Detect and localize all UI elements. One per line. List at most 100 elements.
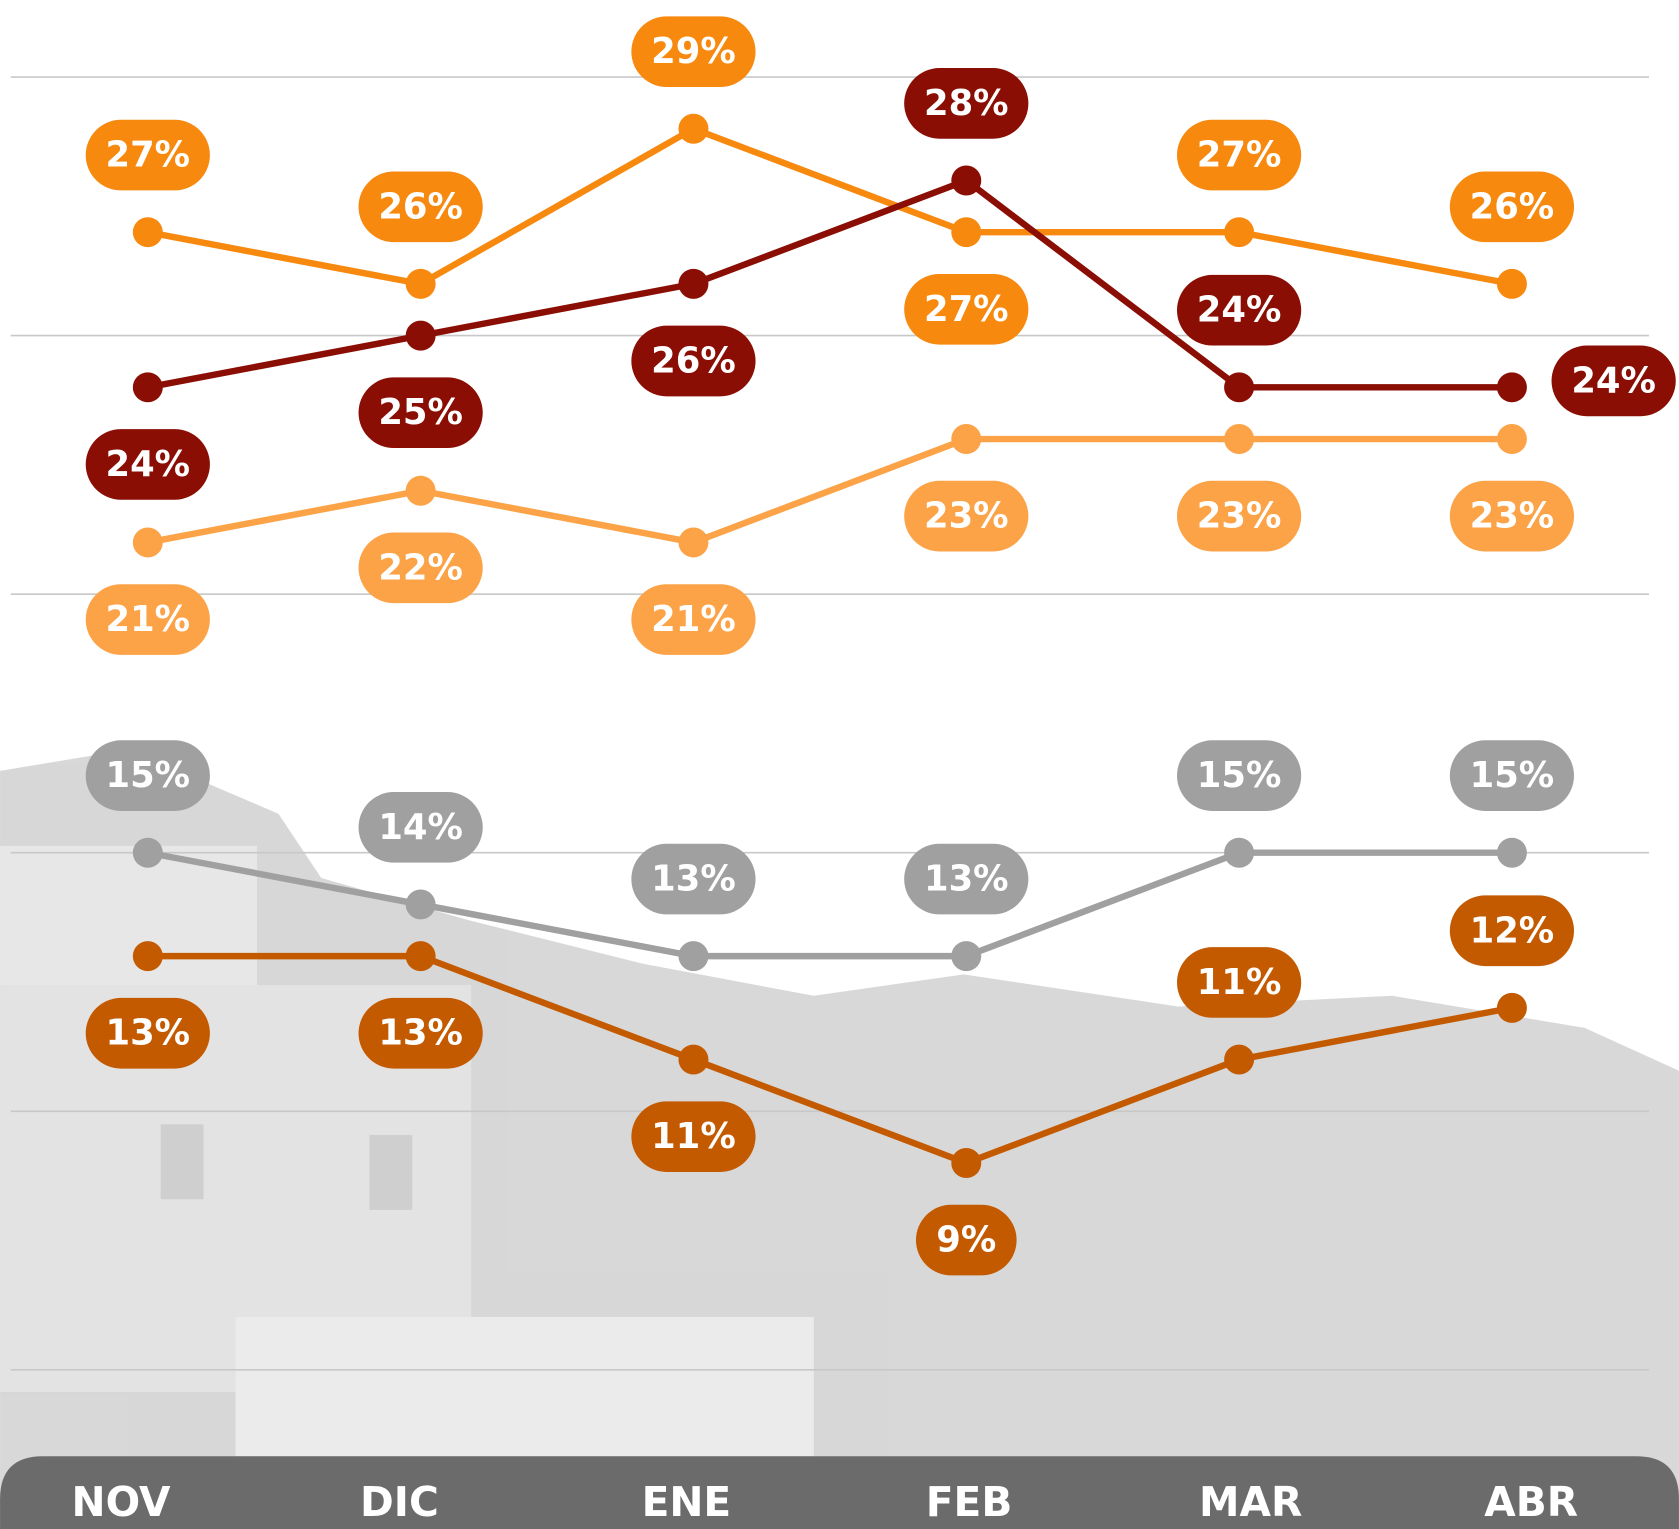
value-label: 27% bbox=[924, 289, 1009, 330]
value-label: 24% bbox=[106, 444, 191, 485]
value-label-bg bbox=[904, 480, 1029, 552]
data-point bbox=[1496, 992, 1527, 1023]
data-point bbox=[678, 941, 709, 972]
value-label-bg bbox=[915, 1204, 1017, 1276]
data-point bbox=[405, 320, 436, 351]
value-label: 27% bbox=[1197, 135, 1282, 176]
value-label-bg bbox=[1449, 171, 1575, 243]
value-label: 12% bbox=[1470, 910, 1555, 951]
data-point bbox=[1224, 1044, 1255, 1075]
x-tick-label: MAR bbox=[1199, 1478, 1302, 1526]
value-label: 25% bbox=[378, 392, 463, 433]
data-point bbox=[1224, 837, 1255, 868]
value-label: 11% bbox=[651, 1116, 736, 1157]
value-label-bg bbox=[358, 792, 483, 863]
value-label-bg bbox=[631, 325, 756, 397]
background-photo bbox=[0, 749, 1679, 1529]
category-band bbox=[0, 1456, 1679, 1529]
value-label: 23% bbox=[1470, 496, 1555, 537]
data-point bbox=[1224, 372, 1255, 403]
value-label: 27% bbox=[106, 135, 191, 176]
value-label: 29% bbox=[651, 31, 736, 72]
data-point bbox=[405, 941, 436, 972]
value-label: 22% bbox=[378, 547, 463, 588]
value-label: 13% bbox=[924, 859, 1009, 900]
value-label-bg bbox=[904, 273, 1029, 345]
data-point bbox=[405, 268, 436, 299]
data-point bbox=[132, 941, 163, 972]
data-point bbox=[951, 424, 982, 455]
value-label: 26% bbox=[651, 340, 736, 381]
data-point bbox=[132, 837, 163, 868]
value-label-bg bbox=[1176, 274, 1302, 346]
value-label: 15% bbox=[1470, 755, 1555, 796]
value-label: 23% bbox=[1197, 496, 1282, 537]
value-label: 26% bbox=[378, 186, 463, 227]
value-label-bg bbox=[85, 997, 210, 1069]
value-label: 24% bbox=[1197, 290, 1282, 331]
series-line bbox=[147, 125, 1513, 288]
value-label-bg bbox=[358, 377, 483, 449]
value-label-bg bbox=[358, 532, 483, 604]
value-label-bg bbox=[1449, 740, 1575, 811]
value-label: 26% bbox=[1470, 186, 1555, 227]
data-point bbox=[951, 1147, 982, 1178]
value-label: 24% bbox=[1571, 360, 1656, 401]
data-point bbox=[951, 165, 982, 196]
data-point bbox=[678, 527, 709, 558]
value-label-bg bbox=[1176, 740, 1302, 811]
x-axis: NOV DIC ENE FEB MAR ABR bbox=[72, 1478, 1579, 1526]
data-point bbox=[678, 113, 709, 144]
value-label-bg bbox=[1176, 119, 1302, 191]
data-point bbox=[1496, 268, 1527, 299]
data-point bbox=[678, 268, 709, 299]
data-point bbox=[1496, 837, 1527, 868]
value-label-bg bbox=[85, 584, 210, 655]
value-label: 15% bbox=[1197, 755, 1282, 796]
value-label: 11% bbox=[1197, 962, 1282, 1003]
data-point bbox=[132, 372, 163, 403]
value-label-bg bbox=[1551, 345, 1676, 417]
value-label: 13% bbox=[378, 1013, 463, 1054]
value-label-bg bbox=[631, 16, 756, 88]
value-label: 15% bbox=[106, 755, 191, 796]
plot: 27% 26% 29% 27% 27% 26% 24% 25% 26% 28% 24% 24% 21% 2… bbox=[85, 16, 1676, 1276]
value-label-bg bbox=[904, 843, 1029, 915]
data-point bbox=[132, 527, 163, 558]
value-label: 13% bbox=[651, 859, 736, 900]
data-point bbox=[405, 475, 436, 506]
x-tick-label: FEB bbox=[926, 1478, 1013, 1526]
value-label: 21% bbox=[106, 599, 191, 640]
data-point bbox=[1496, 424, 1527, 455]
value-label: 23% bbox=[924, 496, 1009, 537]
value-label: 21% bbox=[651, 599, 736, 640]
value-label: 28% bbox=[924, 83, 1009, 124]
value-label: 13% bbox=[106, 1013, 191, 1054]
value-label-bg bbox=[631, 1101, 756, 1172]
value-label-bg bbox=[358, 997, 483, 1069]
value-label-bg bbox=[85, 429, 210, 500]
value-label-bg bbox=[85, 119, 210, 191]
value-label-bg bbox=[631, 843, 756, 915]
data-point bbox=[132, 217, 163, 248]
data-point bbox=[1224, 217, 1255, 248]
value-label: 9% bbox=[936, 1220, 996, 1261]
data-point bbox=[1496, 372, 1527, 403]
data-point bbox=[1224, 424, 1255, 455]
series-line bbox=[147, 435, 1512, 546]
value-label: 14% bbox=[378, 807, 463, 848]
data-point bbox=[678, 1044, 709, 1075]
series-line bbox=[147, 952, 1513, 1167]
value-label-bg bbox=[1176, 947, 1302, 1018]
data-point bbox=[951, 217, 982, 248]
value-label-bg bbox=[1449, 480, 1575, 552]
x-tick-label: NOV bbox=[72, 1478, 172, 1526]
x-tick-label: ENE bbox=[642, 1478, 732, 1526]
x-tick-label: ABR bbox=[1484, 1478, 1578, 1526]
data-point bbox=[951, 941, 982, 972]
value-label-bg bbox=[904, 68, 1029, 139]
value-label-bg bbox=[1449, 895, 1575, 967]
data-point bbox=[405, 889, 436, 920]
